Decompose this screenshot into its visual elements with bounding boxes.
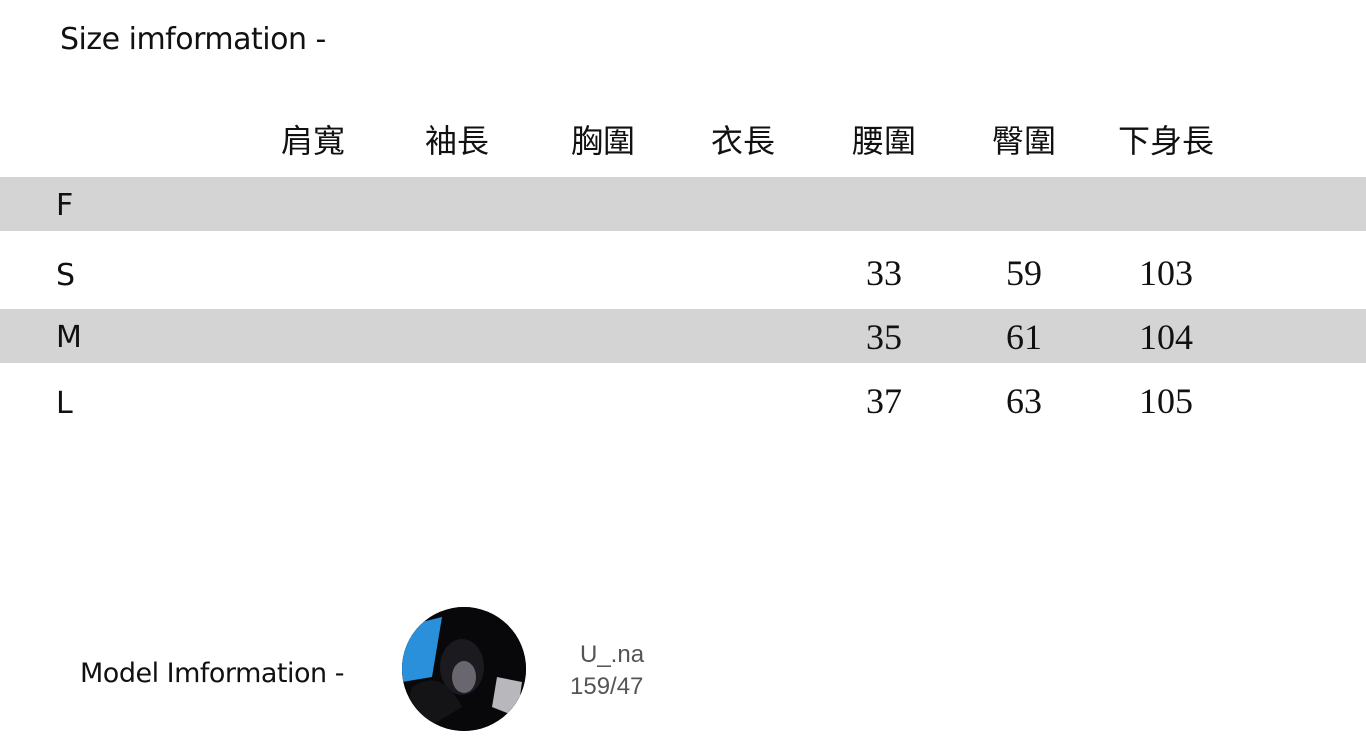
column-header: 衣長 — [710, 122, 775, 160]
row-band-f — [0, 177, 1366, 231]
row-band-m — [0, 309, 1366, 363]
table-cell: 61 — [1006, 317, 1042, 357]
table-cell: 37 — [866, 381, 902, 421]
table-cell: 63 — [1006, 381, 1042, 421]
column-header: 腰圍 — [851, 122, 916, 160]
table-cell: 59 — [1006, 253, 1042, 293]
size-label: L — [56, 386, 73, 421]
column-header: 袖長 — [424, 122, 489, 160]
model-information-label: Model Imformation - — [80, 658, 344, 689]
size-label: S — [56, 258, 76, 293]
model-measurements: 159/47 — [570, 673, 644, 700]
column-header: 肩寬 — [280, 122, 345, 160]
table-cell: 104 — [1139, 317, 1193, 357]
table-cell: 103 — [1139, 253, 1193, 293]
size-label: F — [56, 188, 74, 223]
column-header: 下身長 — [1117, 122, 1214, 160]
page-title: Size imformation - — [60, 22, 326, 57]
model-avatar — [402, 607, 526, 731]
table-cell: 35 — [866, 317, 902, 357]
table-cell: 33 — [866, 253, 902, 293]
table-cell: 105 — [1139, 381, 1193, 421]
model-name: U_.na — [580, 641, 645, 668]
column-header: 臀圍 — [991, 122, 1056, 160]
column-header: 胸圍 — [570, 122, 635, 160]
size-label: M — [56, 320, 82, 355]
